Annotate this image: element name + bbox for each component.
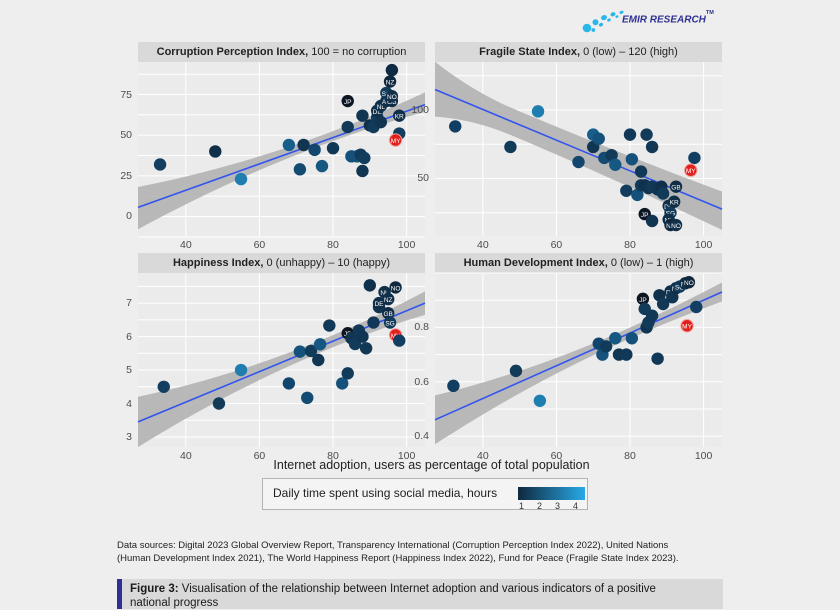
svg-text:NZ: NZ (386, 80, 395, 87)
svg-text:JP: JP (344, 99, 352, 106)
svg-text:NO: NO (387, 94, 397, 101)
svg-text:GB: GB (671, 185, 680, 192)
svg-text:NO: NO (684, 280, 694, 287)
svg-text:DE: DE (374, 301, 384, 308)
svg-text:MY: MY (682, 324, 692, 331)
svg-text:MY: MY (391, 138, 401, 145)
svg-text:NZ: NZ (384, 297, 393, 304)
svg-text:NO: NO (391, 285, 401, 292)
svg-text:KR: KR (670, 200, 679, 207)
svg-text:NO: NO (671, 223, 681, 230)
svg-text:MY: MY (686, 168, 696, 175)
svg-text:SG: SG (385, 321, 394, 328)
